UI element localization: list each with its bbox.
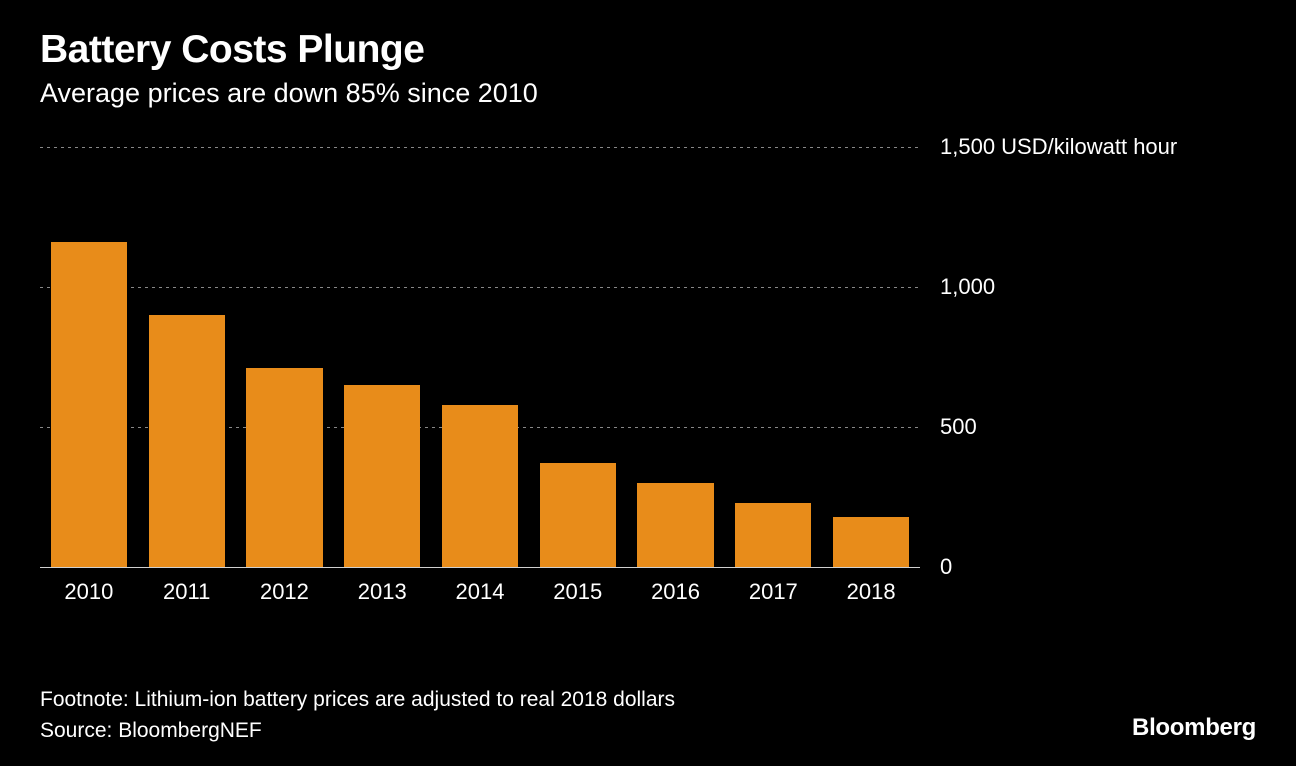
- x-tick-label: 2017: [749, 579, 798, 605]
- bar: [344, 385, 420, 567]
- bar: [442, 405, 518, 567]
- y-tick-label: 500: [940, 414, 977, 440]
- bar: [540, 463, 616, 567]
- bar: [735, 503, 811, 567]
- y-tick-label: 1,500 USD/kilowatt hour: [940, 134, 1177, 160]
- bar: [246, 368, 322, 567]
- x-tick-label: 2018: [847, 579, 896, 605]
- bar: [51, 242, 127, 567]
- chart-subtitle: Average prices are down 85% since 2010: [40, 78, 1256, 109]
- x-axis-labels: 2010 2011 2012 2013 2014 2015 2016 2017 2018: [40, 579, 920, 609]
- y-tick-label: 0: [940, 554, 952, 580]
- chart-footer: Footnote: Lithium-ion battery prices are…: [40, 685, 1256, 746]
- brand-logo: Bloomberg: [1132, 714, 1256, 742]
- bar: [149, 315, 225, 567]
- source-text: Source: BloombergNEF: [40, 716, 1256, 746]
- x-tick-label: 2016: [651, 579, 700, 605]
- x-tick-label: 2013: [358, 579, 407, 605]
- x-tick-label: 2012: [260, 579, 309, 605]
- bar: [637, 483, 713, 567]
- bars-group: [40, 147, 920, 567]
- footnote-text: Footnote: Lithium-ion battery prices are…: [40, 685, 1256, 715]
- bar: [833, 517, 909, 567]
- y-tick-label: 1,000: [940, 274, 995, 300]
- baseline: [40, 567, 920, 568]
- chart-title: Battery Costs Plunge: [40, 28, 1256, 72]
- chart-container: Battery Costs Plunge Average prices are …: [0, 0, 1296, 766]
- x-tick-label: 2015: [553, 579, 602, 605]
- x-tick-label: 2014: [456, 579, 505, 605]
- x-tick-label: 2011: [163, 579, 210, 605]
- chart-area: 05001,0001,500 USD/kilowatt hour 2010201…: [40, 147, 1256, 607]
- x-tick-label: 2010: [64, 579, 113, 605]
